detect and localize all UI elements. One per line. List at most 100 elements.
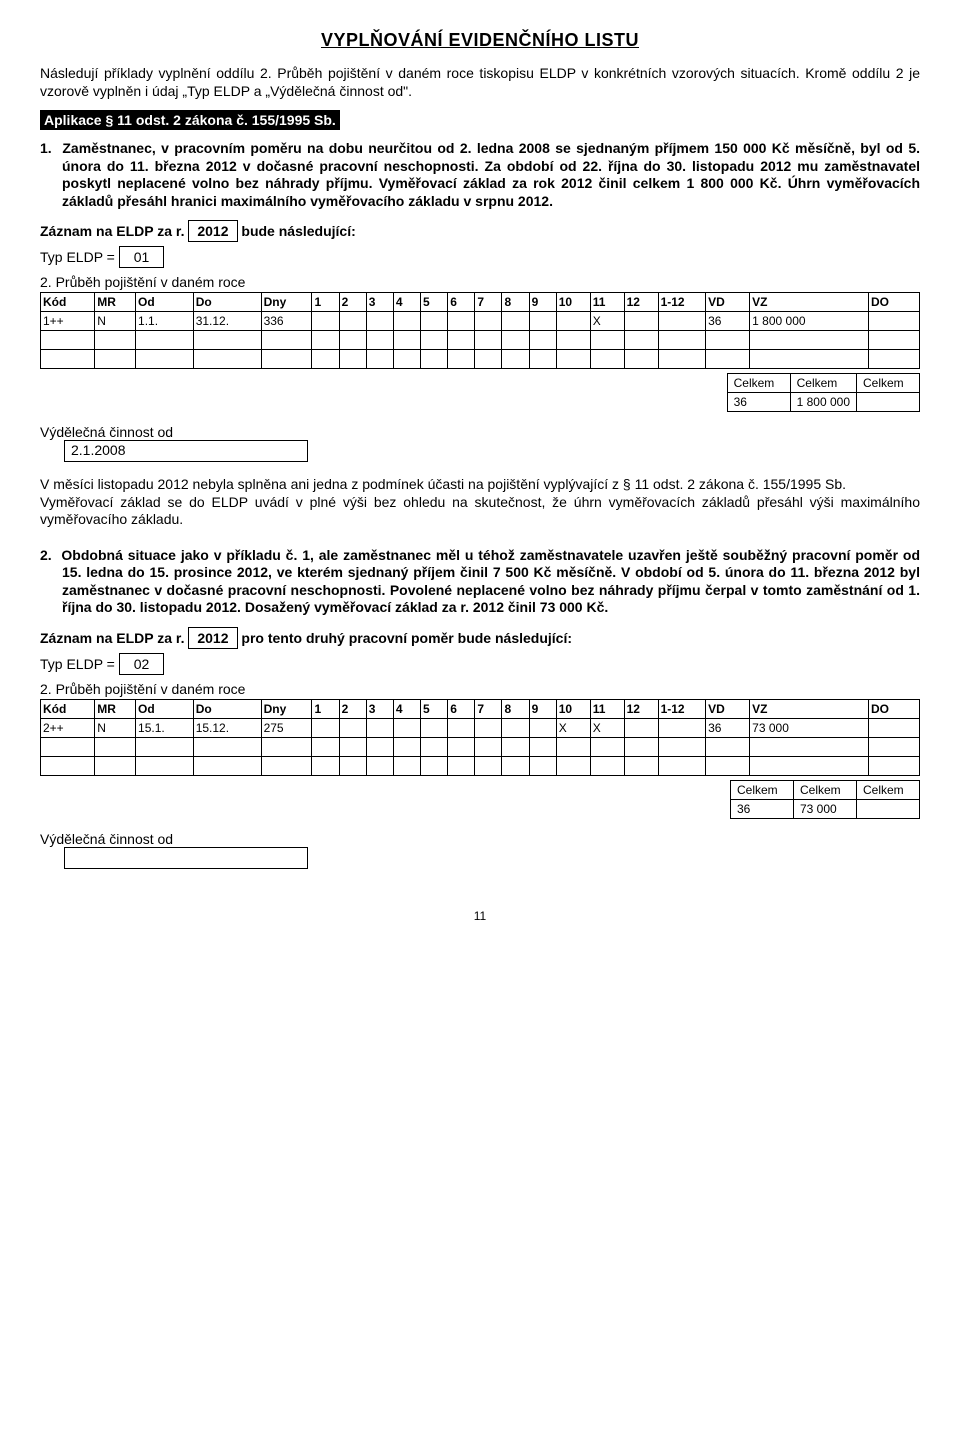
eldp-type-label: Typ ELDP =: [40, 249, 115, 265]
eldp-type2-value: 02: [119, 653, 165, 675]
totals-value: [857, 393, 920, 412]
totals1: CelkemCelkemCelkem361 800 000: [727, 373, 920, 412]
cell: 336: [261, 312, 312, 331]
cell: [312, 312, 339, 331]
record-year-box: 2012: [188, 220, 237, 242]
col-header: Dny: [261, 700, 312, 719]
example2-number: 2.: [40, 547, 52, 563]
col-header: Kód: [41, 293, 95, 312]
cell: [624, 719, 658, 738]
example2-text: 2. Obdobná situace jako v příkladu č. 1,…: [40, 547, 920, 617]
cell: [393, 719, 420, 738]
law-reference-bar: Aplikace § 11 odst. 2 zákona č. 155/1995…: [40, 110, 340, 130]
cell: [366, 719, 393, 738]
cell: 1++: [41, 312, 95, 331]
totals-label: Celkem: [794, 781, 857, 800]
totals-value: [857, 800, 920, 819]
eldp-type-row: Typ ELDP = 01: [40, 246, 920, 268]
col-header: 1: [312, 293, 339, 312]
cell: [448, 719, 475, 738]
col-header: 1-12: [658, 293, 706, 312]
record-suffix: bude následující:: [241, 223, 355, 239]
cell: 1 800 000: [750, 312, 869, 331]
cell: [868, 719, 919, 738]
table2-header: 2. Průběh pojištění v daném roce: [40, 681, 920, 697]
col-header: VZ: [750, 293, 869, 312]
cell: 36: [706, 719, 750, 738]
col-header: 2: [339, 293, 366, 312]
col-header: 4: [393, 293, 420, 312]
table2: KódMROdDoDny1234567891011121-12VDVZDO2++…: [40, 699, 920, 776]
example2-body: Obdobná situace jako v příkladu č. 1, al…: [61, 547, 920, 616]
col-header: MR: [95, 293, 136, 312]
col-header: 10: [556, 700, 590, 719]
col-header: Od: [136, 700, 194, 719]
col-header: MR: [95, 700, 136, 719]
record-label: Záznam na ELDP za r.: [40, 223, 184, 239]
cell: 36: [706, 312, 750, 331]
example2-record-line: Záznam na ELDP za r. 2012 pro tento druh…: [40, 627, 920, 649]
col-header: 4: [393, 700, 420, 719]
col-header: 6: [448, 293, 475, 312]
eldp-type2-row: Typ ELDP = 02: [40, 653, 920, 675]
col-header: VD: [706, 293, 750, 312]
col-header: Kód: [41, 700, 95, 719]
cell: 15.12.: [193, 719, 261, 738]
page-title: VYPLŇOVÁNÍ EVIDENČNÍHO LISTU: [40, 30, 920, 51]
example1-body: Zaměstnanec, v pracovním poměru na dobu …: [62, 140, 920, 209]
cell: [658, 312, 706, 331]
eldp-type-value: 01: [119, 246, 165, 268]
cell: 275: [261, 719, 312, 738]
vco2-label: Výdělečná činnost od: [40, 831, 920, 847]
example1-record-line: Záznam na ELDP za r. 2012 bude následují…: [40, 220, 920, 242]
cell: [556, 312, 590, 331]
cell: 1.1.: [136, 312, 194, 331]
page-number: 11: [40, 909, 920, 923]
col-header: 8: [502, 293, 529, 312]
totals-value: 1 800 000: [790, 393, 856, 412]
cell: [624, 312, 658, 331]
totals-value: 36: [731, 800, 794, 819]
cell: [393, 312, 420, 331]
cell: [868, 312, 919, 331]
table1: KódMROdDoDny1234567891011121-12VDVZDO1++…: [40, 292, 920, 369]
totals-label: Celkem: [857, 781, 920, 800]
col-header: Dny: [261, 293, 312, 312]
col-header: 7: [475, 700, 502, 719]
cell: [475, 719, 502, 738]
cell: [339, 312, 366, 331]
col-header: 10: [556, 293, 590, 312]
cell: [366, 312, 393, 331]
cell: 15.1.: [136, 719, 194, 738]
col-header: Od: [136, 293, 194, 312]
col-header: DO: [868, 293, 919, 312]
example1-text: 1. Zaměstnanec, v pracovním poměru na do…: [40, 140, 920, 210]
totals-label: Celkem: [790, 374, 856, 393]
totals-label: Celkem: [857, 374, 920, 393]
record2-label: Záznam na ELDP za r.: [40, 630, 184, 646]
col-header: 1-12: [658, 700, 706, 719]
col-header: Do: [193, 293, 261, 312]
example1-note: V měsíci listopadu 2012 nebyla splněna a…: [40, 476, 920, 529]
col-header: 5: [421, 700, 448, 719]
cell: [502, 719, 529, 738]
cell: [448, 312, 475, 331]
cell: [421, 312, 448, 331]
cell: [475, 312, 502, 331]
cell: [421, 719, 448, 738]
col-header: 6: [448, 700, 475, 719]
col-header: 3: [366, 700, 393, 719]
cell: [502, 312, 529, 331]
cell: N: [95, 719, 136, 738]
cell: [312, 719, 339, 738]
totals-label: Celkem: [731, 781, 794, 800]
col-header: 9: [529, 293, 556, 312]
cell: [339, 719, 366, 738]
col-header: 11: [590, 700, 624, 719]
totals2: CelkemCelkemCelkem3673 000: [730, 780, 920, 819]
cell: X: [556, 719, 590, 738]
col-header: DO: [868, 700, 919, 719]
record2-suffix: pro tento druhý pracovní poměr bude násl…: [241, 630, 572, 646]
eldp-type2-label: Typ ELDP =: [40, 656, 115, 672]
col-header: 5: [421, 293, 448, 312]
